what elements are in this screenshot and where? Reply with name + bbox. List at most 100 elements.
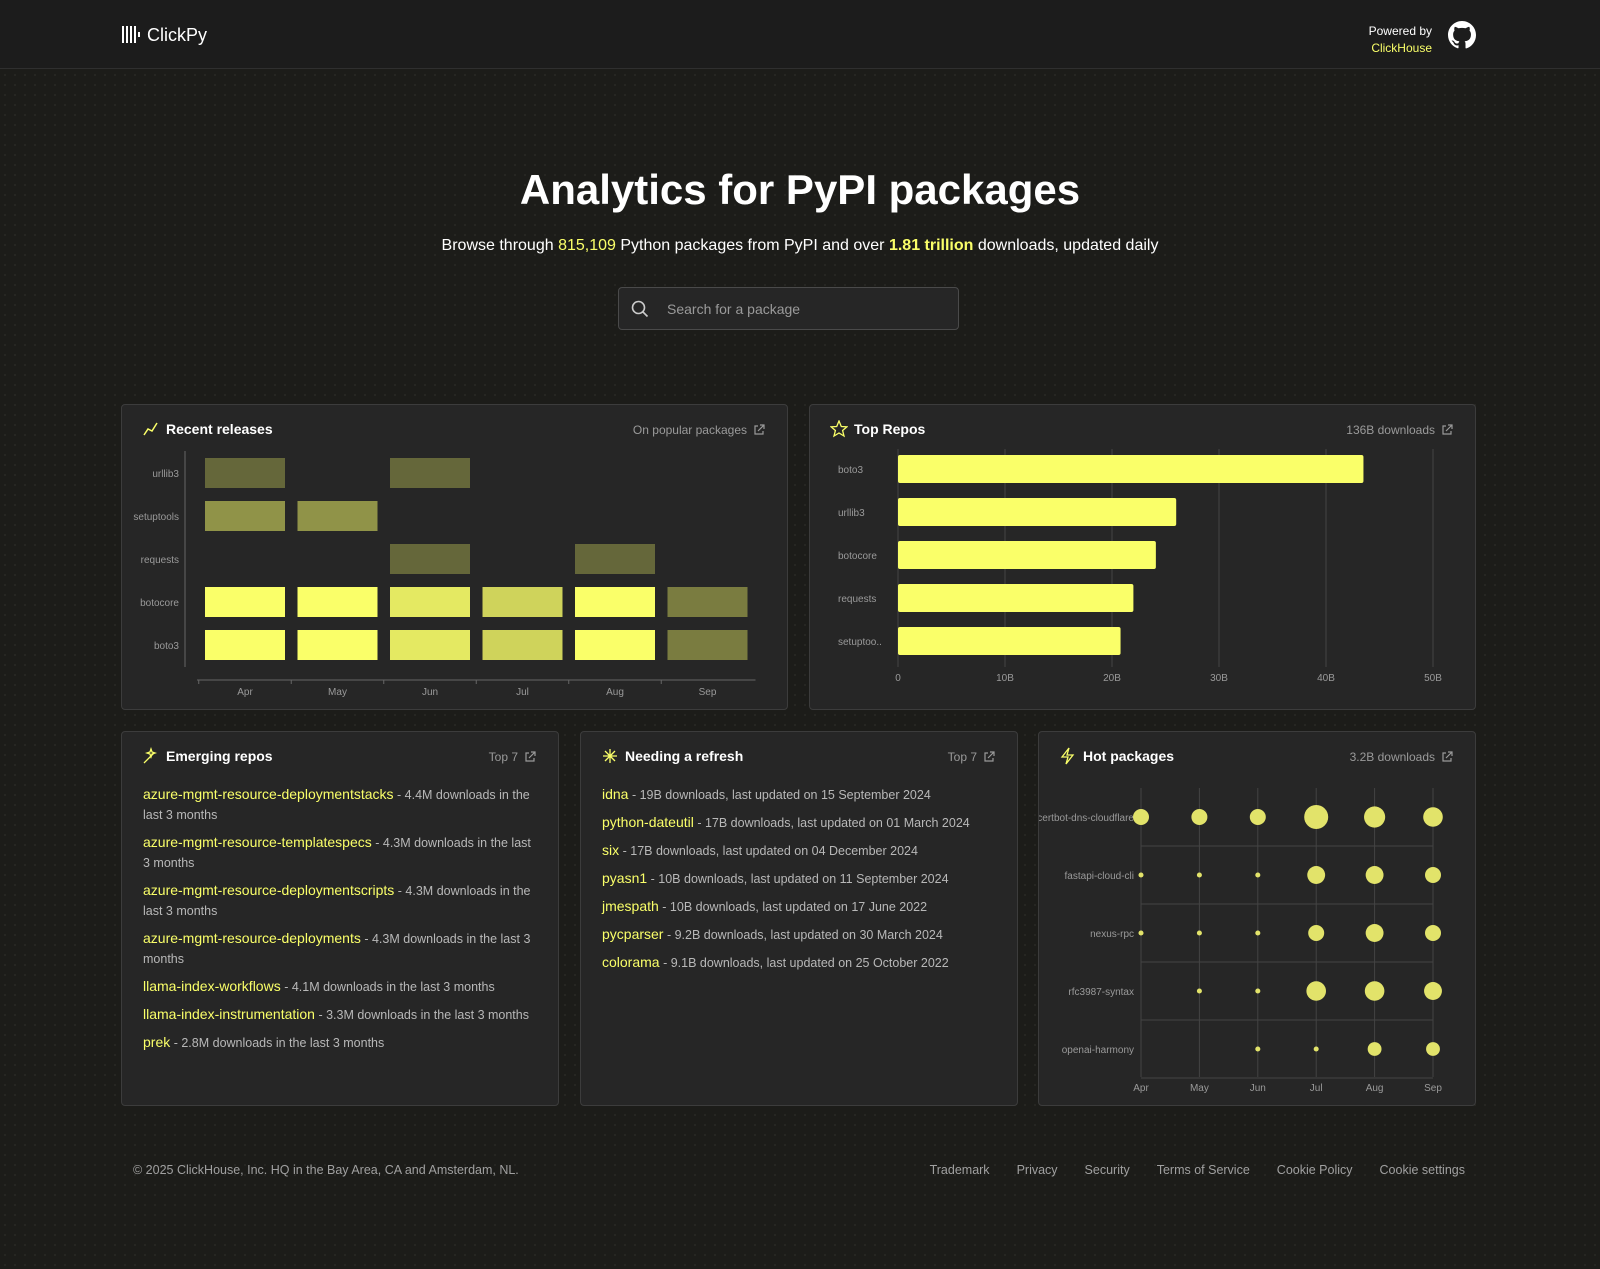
list-item: azure-mgmt-resource-deploymentstacks - 4… — [143, 784, 540, 825]
panel-icon — [143, 422, 158, 436]
search-box[interactable]: Search for a package — [618, 287, 959, 330]
subtitle-text: Browse through — [441, 237, 554, 254]
package-name[interactable]: azure-mgmt-resource-templatespecs — [143, 834, 372, 850]
external-icon — [754, 424, 765, 435]
panel-link[interactable]: 3.2B downloads — [1350, 750, 1453, 764]
package-name[interactable]: colorama — [602, 954, 660, 970]
package-detail: - 9.2B downloads, last updated on 30 Mar… — [666, 928, 943, 942]
package-name[interactable]: six — [602, 842, 620, 858]
footer-link[interactable]: Cookie Policy — [1276, 1163, 1353, 1177]
bubble — [1196, 872, 1202, 878]
cell — [390, 587, 470, 617]
cell — [482, 630, 563, 660]
package-detail: - 17B downloads, last updated on 01 Marc… — [697, 816, 970, 830]
list-item: azure-mgmt-resource-deploymentscripts - … — [143, 880, 540, 921]
package-detail: - 4.1M downloads in the last 3 months — [284, 980, 495, 994]
package-name[interactable]: pycparser — [602, 926, 664, 942]
package-detail: - 4.3M downloads in the last 3 months — [143, 836, 531, 870]
x-tick-label: Jun — [422, 687, 438, 698]
package-name[interactable]: azure-mgmt-resource-deploymentscripts — [143, 882, 395, 898]
panel-title: Recent releases — [166, 421, 273, 437]
bubble — [1304, 805, 1329, 829]
package-detail: - 4.4M downloads in the last 3 months — [143, 788, 530, 822]
subtitle-text: Python packages from PyPI and over — [620, 237, 885, 254]
package-name[interactable]: llama-index-instrumentation — [143, 1006, 315, 1022]
bar — [898, 627, 1121, 655]
x-tick-label: Aug — [606, 687, 624, 698]
list: idna - 19B downloads, last updated on 15… — [602, 784, 999, 980]
bubble — [1255, 930, 1261, 936]
bubble — [1255, 1046, 1261, 1052]
chart: 0 10B 20B 30B 40B 50B boto3 urllib3 botocore requ… — [838, 449, 1442, 684]
x-tick-label: Apr — [1133, 1083, 1149, 1094]
bubble — [1425, 925, 1441, 941]
package-detail: - 9.1B downloads, last updated on 25 Oct… — [663, 956, 949, 970]
logo-text[interactable]: ClickPy — [147, 25, 208, 45]
bar — [898, 584, 1134, 612]
list-item: llama-index-instrumentation - 3.3M downl… — [143, 1004, 540, 1025]
footer-link[interactable]: Security — [1084, 1163, 1130, 1177]
powered-by-label: Powered by — [1368, 24, 1432, 38]
footer-link[interactable]: Trademark — [929, 1163, 990, 1177]
footer-links: Trademark Privacy Security Terms of Service… — [930, 1163, 1465, 1177]
footer-link[interactable]: Privacy — [1016, 1163, 1058, 1177]
bubble — [1306, 981, 1326, 1001]
bubble — [1313, 1046, 1319, 1052]
panel-title: Hot packages — [1083, 748, 1175, 764]
cell — [390, 630, 470, 660]
panel-title: Emerging repos — [166, 748, 273, 764]
package-name[interactable]: azure-mgmt-resource-deploymentstacks — [143, 786, 394, 802]
footer-link[interactable]: Cookie settings — [1379, 1163, 1465, 1177]
y-tick-label: requests — [838, 594, 876, 605]
cell — [205, 501, 285, 531]
x-tick-label: 40B — [1317, 673, 1335, 684]
panel-title: Top Repos — [854, 421, 926, 437]
package-detail: - 10B downloads, last updated on 11 Sept… — [650, 872, 949, 886]
package-name[interactable]: pyasn1 — [602, 870, 648, 886]
bubble — [1307, 866, 1326, 884]
chart: Apr May Jun Jul Aug Sep certbot-dns-cloudflare… — [1039, 788, 1443, 1094]
github-icon[interactable] — [1448, 21, 1476, 49]
package-name[interactable]: idna — [602, 786, 629, 802]
footer-link[interactable]: Terms of Service — [1156, 1163, 1250, 1177]
y-tick-label: openai-harmony — [1062, 1045, 1134, 1056]
y-tick-label: fastapi-cloud-cli — [1065, 871, 1134, 882]
download-count: 1.81 trillion — [888, 237, 974, 254]
x-tick-label: 30B — [1210, 673, 1228, 684]
cell — [667, 630, 748, 660]
panel-link-text: Top 7 — [488, 750, 518, 764]
package-name[interactable]: jmespath — [602, 898, 659, 914]
bar — [898, 498, 1177, 526]
x-tick-label: May — [1190, 1083, 1209, 1094]
hot-packages-panel: Hot packages 3.2B downloads Apr May Jun Jul… — [1038, 731, 1476, 1106]
bubble — [1424, 982, 1442, 1000]
panel-link[interactable]: Top 7 — [948, 750, 995, 764]
y-tick-label: boto3 — [154, 641, 179, 652]
x-tick-label: Jul — [1310, 1083, 1323, 1094]
logo-icon — [122, 26, 140, 43]
package-name[interactable]: python-dateutil — [602, 814, 694, 830]
cell — [575, 544, 655, 574]
hero-title: Analytics for PyPI packages — [519, 166, 1081, 213]
cell — [205, 458, 285, 488]
panel-link[interactable]: On popular packages — [633, 423, 765, 437]
bubble — [1364, 981, 1385, 1001]
panel-link[interactable]: Top 7 — [489, 750, 536, 764]
cell — [667, 587, 748, 617]
panel-icon — [143, 747, 158, 764]
list-item: python-dateutil - 17B downloads, last up… — [602, 812, 999, 833]
x-tick-label: May — [328, 687, 347, 698]
panel-link-text: Top 7 — [947, 750, 977, 764]
copyright: © 2025 ClickHouse, Inc. HQ in the Bay Ar… — [133, 1163, 519, 1177]
list-item: idna - 19B downloads, last updated on 15… — [602, 784, 999, 805]
package-name[interactable]: azure-mgmt-resource-deployments — [143, 930, 361, 946]
external-icon — [984, 751, 995, 762]
package-name[interactable]: llama-index-workflows — [143, 978, 281, 994]
powered-by-link[interactable]: ClickHouse — [1371, 41, 1432, 55]
cell — [390, 458, 470, 488]
panel-link[interactable]: 136B downloads — [1346, 423, 1453, 437]
bubble — [1138, 872, 1144, 878]
list-item: azure-mgmt-resource-deployments - 4.3M d… — [143, 928, 540, 969]
package-name[interactable]: prek — [143, 1034, 171, 1050]
